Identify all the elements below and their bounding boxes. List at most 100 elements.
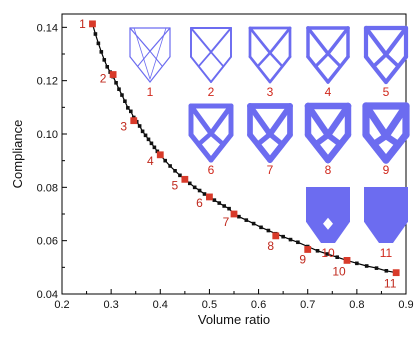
structure-inset: 8 [304,102,352,177]
truss-member [129,56,151,83]
structure-inset: 3 [248,26,292,99]
structure-label: 3 [267,85,274,99]
truss-member [129,27,151,52]
data-point [140,129,145,134]
x-tick-label: 0.9 [398,299,413,311]
data-point [93,32,98,36]
structure-label: 2 [208,85,215,99]
data-point [251,221,256,226]
truss-member [196,141,214,163]
data-point [244,218,249,222]
data-point [126,106,130,110]
solid-structure [306,187,350,243]
truss-member [149,27,171,52]
data-point [117,87,121,91]
structure-label: 8 [325,163,332,177]
structure-inset: 6 [188,103,234,177]
structure-inset: 7 [247,103,293,177]
data-point [96,41,101,46]
truss-member [363,25,389,57]
highlight-label: 11 [384,277,397,291]
data-point [192,185,197,190]
data-point [137,124,142,128]
data-point [364,264,369,268]
data-point [296,240,300,245]
structure-label: 10 [321,246,335,260]
structure-hole [323,217,333,230]
truss-member [383,54,409,85]
truss-member [210,55,232,83]
truss-member [247,103,273,138]
truss-member [312,141,332,164]
data-point [187,181,192,186]
truss-member [197,51,212,68]
highlight-label: 1 [79,17,86,31]
y-tick-label: 0.06 [37,236,58,248]
truss-member [268,51,284,68]
x-tick-label: 0.6 [251,299,266,311]
highlight-marker [272,232,280,240]
truss-member [383,25,409,57]
highlight-marker [392,269,400,277]
truss-member [267,141,286,163]
structure-insets: 1 2 3 4 5 6 7 8 9 10 11 [129,25,410,260]
highlight-marker [156,151,164,159]
truss-member [196,131,214,147]
series-line [91,23,397,274]
truss-member [362,102,390,140]
plot-frame [61,13,407,295]
highlight-marker [130,117,138,125]
truss-member [324,141,344,164]
highlight-marker [206,193,213,201]
x-tick-label: 0.2 [54,299,69,311]
y-tick-label: 0.04 [37,289,58,301]
structure-inset: 1 [129,27,171,99]
truss-member [268,55,292,84]
truss-member [149,27,167,80]
truss-member [382,102,410,140]
data-point [374,266,379,270]
highlight-label: 10 [332,264,346,278]
highlight-marker [343,257,351,264]
data-point [99,50,104,54]
truss-member [248,26,272,55]
data-point [212,198,217,202]
truss-member [326,52,342,68]
y-tick-label: 0.14 [37,22,58,34]
highlight-label: 6 [196,196,203,210]
x-tick-label: 0.8 [349,299,364,311]
truss-member [306,26,330,56]
data-point [102,58,107,62]
truss-member [208,141,226,163]
highlighted-points: 1 2 3 4 5 6 7 8 9 10 11 [79,17,400,291]
truss-member [208,131,226,147]
x-tick-label: 0.5 [202,299,217,311]
data-point [259,225,263,230]
highlight-label: 2 [100,72,107,86]
data-point [152,145,157,150]
ticks: 0.2 0.3 0.4 0.5 0.6 0.7 0.8 0.9 0.04 0.06 0.08 0.10… [37,22,414,311]
structure-inset: 10 [306,187,350,260]
x-tick-label: 0.4 [153,299,168,311]
axes [61,13,407,295]
data-point [384,269,389,273]
y-tick-label: 0.10 [37,129,58,141]
truss-member [304,102,332,139]
data-point [227,206,231,211]
truss-member [248,55,272,84]
truss-member [256,51,272,68]
data-point [222,204,226,208]
truss-member [371,52,388,69]
data-point [325,252,330,256]
truss-member [210,27,232,54]
highlight-marker [230,210,238,218]
highlight-label: 8 [267,239,274,253]
highlight-label: 4 [147,154,154,168]
data-point [217,201,222,205]
data-point [281,234,285,239]
truss-member [384,52,401,69]
structure-label: 5 [383,85,390,99]
data-point [146,137,151,142]
truss-member [382,140,402,164]
